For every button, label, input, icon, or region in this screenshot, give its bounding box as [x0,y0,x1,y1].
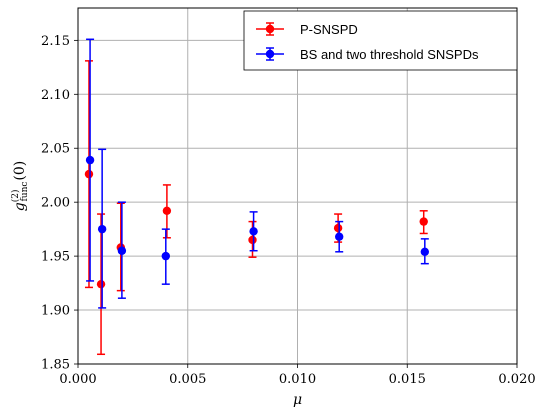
bs-snspd-point [161,228,170,285]
x-tick-label: 0.000 [59,372,96,387]
data-point [419,217,428,226]
bs-snspd-point [249,211,258,252]
data-point [162,206,172,216]
y-tick-label: 1.95 [41,250,70,265]
data-point [84,169,94,179]
y-tick-label: 2.15 [41,34,70,49]
p-snspd-point [248,220,257,258]
data-layer [84,38,430,356]
legend-label-bs-snspds: BS and two threshold SNSPDs [300,47,479,62]
data-point [333,223,343,233]
bs-snspd-point [85,38,95,282]
ticks: 0.000 0.005 0.010 0.015 0.020 1.85 1.90 1.95 2.0… [41,34,536,387]
data-point [335,232,344,241]
y-tick-label: 2.05 [41,142,70,157]
bs-snspd-point [97,148,107,309]
x-tick-label: 0.005 [169,372,206,387]
legend-entry-bs-snspds [256,47,284,61]
y-axis-label-superscript: (2) [10,190,21,203]
data-point [248,235,257,245]
bs-snspd-point [117,201,127,299]
data-point [117,246,127,255]
legend-marker-dot [265,24,275,34]
y-tick-label: 1.85 [41,358,70,373]
y-axis-label-suffix: (0) [12,161,28,181]
data-point [249,227,258,236]
legend: P-SNSPD BS and two threshold SNSPDs [243,10,518,71]
legend-box [243,10,518,71]
y-axis-label-base: g [12,202,28,211]
data-point [161,251,170,261]
y-axis-label: g(2)func(0) [10,161,30,212]
x-tick-label: 0.015 [389,372,426,387]
y-axis-label-subscript: func [20,182,30,202]
bs-snspd-point [420,238,430,265]
x-tick-label: 0.020 [498,372,535,387]
x-tick-label: 0.010 [279,372,316,387]
bs-snspd-point [335,220,344,253]
legend-entry-p-snspd [256,22,284,36]
legend-label-p-snspd: P-SNSPD [300,22,358,37]
p-snspd-point [419,210,428,235]
x-axis-label: μ [293,392,302,408]
y-tick-label: 2.00 [41,196,70,211]
data-point [96,279,106,289]
p-snspd-point [96,213,106,356]
p-snspd-point [84,60,94,289]
y-tick-label: 1.90 [41,304,70,319]
data-point [420,247,430,257]
y-tick-label: 2.10 [41,88,70,103]
data-point [97,224,107,234]
legend-marker-dot [265,49,275,59]
data-point [85,155,95,165]
